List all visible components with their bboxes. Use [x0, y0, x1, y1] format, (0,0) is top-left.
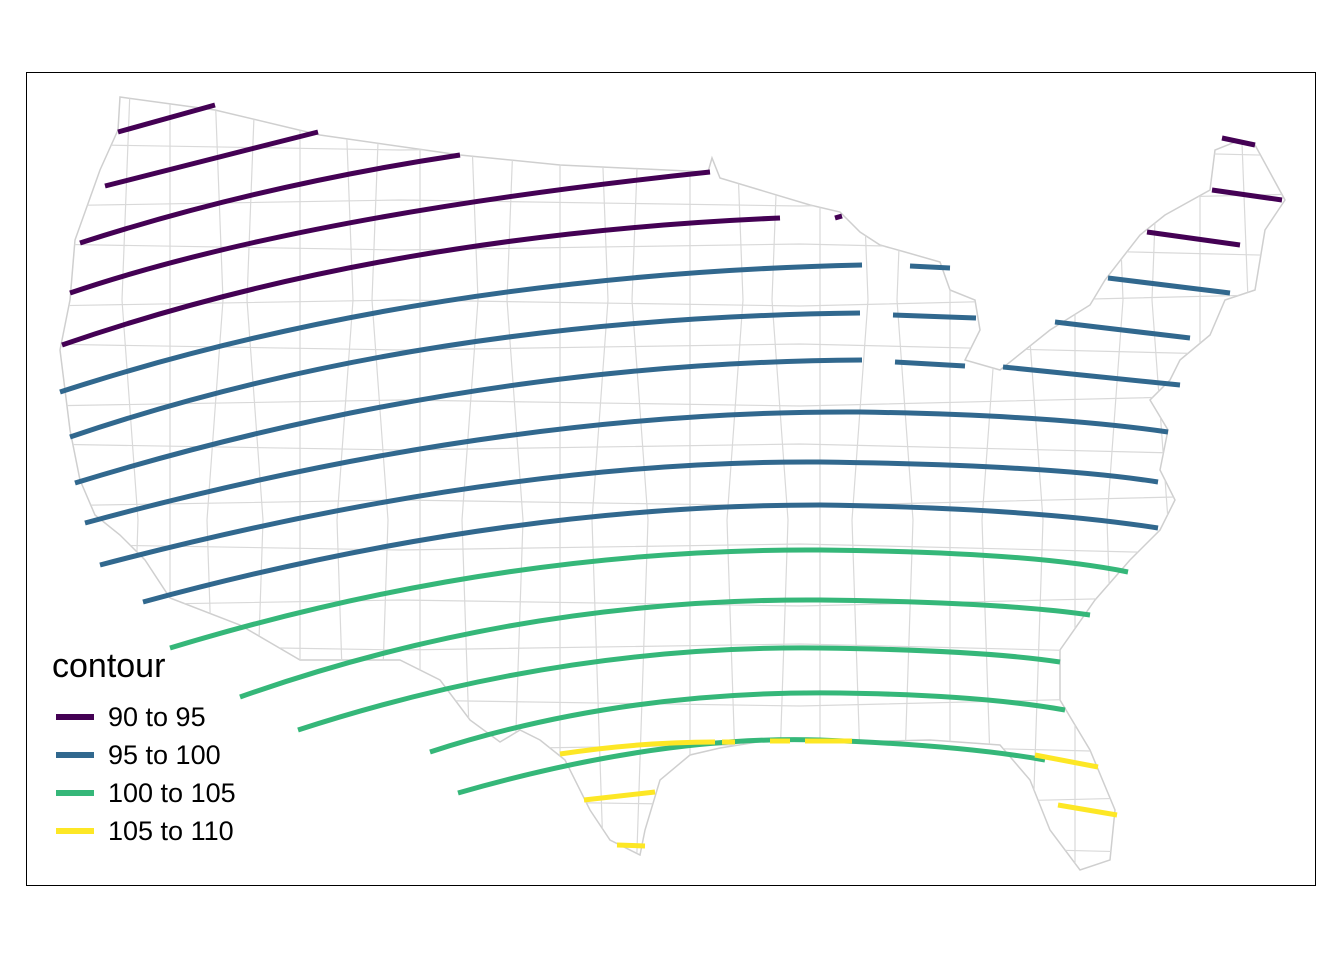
contour-line — [1054, 319, 1191, 341]
legend-label: 95 to 100 — [108, 739, 221, 770]
boundary-line — [771, 97, 789, 870]
contour-line — [117, 102, 216, 135]
legend-item-95-100: 95 to 100 — [52, 736, 236, 774]
contour-line — [61, 215, 781, 348]
contour-line — [142, 502, 1159, 605]
legend-swatch — [56, 714, 94, 720]
contour-line — [69, 169, 711, 296]
boundary-line — [461, 97, 479, 870]
legend-item-105-110: 105 to 110 — [52, 812, 236, 850]
map-frame — [26, 72, 1316, 886]
contour-line — [84, 409, 1169, 526]
contour-line — [892, 312, 977, 321]
legend-item-90-95: 90 to 95 — [52, 698, 236, 736]
legend-label: 100 to 105 — [108, 777, 236, 808]
contour-line — [583, 789, 656, 803]
contour-line — [169, 547, 1129, 651]
contour-line — [616, 842, 646, 849]
contour-line — [1107, 275, 1231, 296]
boundary-line — [60, 543, 1285, 557]
contour-line — [894, 359, 966, 369]
contour-line — [74, 357, 863, 486]
legend-swatch — [56, 752, 94, 758]
boundary-line — [60, 593, 1285, 607]
contour-line — [297, 645, 1061, 733]
contour-line — [79, 152, 461, 246]
boundary-line — [60, 493, 1285, 507]
contour-line — [1211, 187, 1283, 203]
contour-line — [909, 263, 951, 271]
contour-line — [104, 129, 319, 189]
contour-line — [429, 690, 1066, 755]
contour-line — [69, 310, 861, 440]
contour-line — [559, 739, 716, 757]
boundary-line — [726, 97, 744, 870]
boundary-line — [631, 97, 649, 870]
legend-swatch — [56, 790, 94, 796]
contour-line — [1002, 364, 1181, 388]
contour-line — [1146, 229, 1241, 248]
legend-swatch — [56, 828, 94, 834]
contour-line — [834, 213, 843, 221]
boundary-line — [60, 393, 1285, 407]
legend-title: contour — [52, 647, 166, 685]
legend: contour 90 to 95 95 to 100 100 to 105 10… — [52, 648, 236, 850]
legend-label: 105 to 110 — [108, 815, 234, 846]
boundary-line — [591, 97, 609, 870]
contour-line — [239, 597, 1091, 700]
contour-line — [59, 262, 863, 395]
boundary-line — [60, 443, 1285, 457]
contour-line — [99, 459, 1159, 568]
contour-line — [1057, 802, 1118, 818]
legend-label: 90 to 95 — [108, 701, 206, 732]
contour-line — [457, 737, 1046, 796]
legend-item-100-105: 100 to 105 — [52, 774, 236, 812]
contour-line — [1221, 135, 1256, 148]
contour-lines — [59, 102, 1283, 849]
contour-line — [1034, 752, 1099, 770]
